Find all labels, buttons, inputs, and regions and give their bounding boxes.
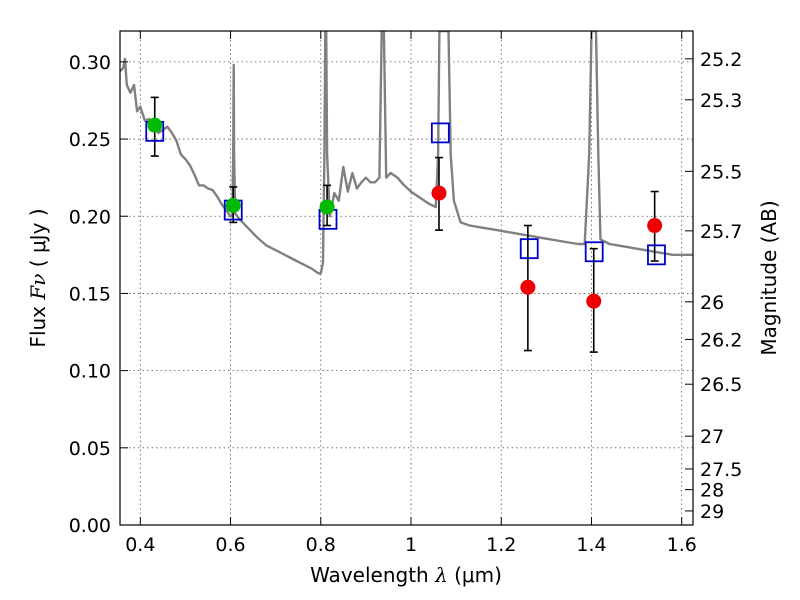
x-tick-label: 0.8: [306, 534, 336, 556]
model-flux-square: [430, 122, 450, 144]
x-tick-label: 1.6: [667, 534, 697, 556]
y-tick-label: 0.20: [69, 206, 111, 228]
x-tick-label: 0.4: [125, 534, 155, 556]
y2-tick-label: 26.5: [700, 374, 742, 396]
plot-frame: [119, 30, 694, 526]
y2-tick-label: 25.7: [700, 221, 742, 243]
observed-flux-point: [647, 218, 663, 234]
observed-flux-point: [520, 279, 536, 295]
observed-flux-point: [431, 185, 447, 201]
model-flux-square: [584, 241, 604, 263]
observed-flux-point: [319, 199, 335, 215]
x-tick-label: 1: [405, 534, 417, 556]
x-tick-label: 0.6: [215, 534, 245, 556]
y2-tick-label: 25.2: [700, 49, 742, 71]
observed-flux-point: [225, 197, 241, 213]
y2-tick-label: 27: [700, 426, 724, 448]
model-flux-square: [647, 244, 666, 266]
sed-model-layer: [120, 31, 693, 275]
grid: [120, 31, 693, 526]
y2-tick-label: 28: [700, 480, 724, 502]
x-tick-label: 1.4: [576, 534, 606, 556]
y2-tick-label: 25.3: [700, 90, 742, 112]
observed-flux-point: [586, 293, 602, 309]
x-axis-title: Wavelength λ (μm): [310, 563, 502, 587]
y2-tick-label: 25.5: [700, 161, 742, 183]
y-tick-label: 0.10: [69, 361, 111, 383]
y2-tick-label: 26.2: [700, 329, 742, 351]
observed-flux-point: [147, 117, 163, 133]
error-bars: [150, 96, 659, 353]
y2-tick-label: 29: [700, 501, 724, 523]
sed-model-line: [120, 31, 693, 275]
x-tick-label: 1.2: [486, 534, 516, 556]
y-axis-title: Flux Fν ( μJy ): [26, 208, 50, 347]
y-tick-label: 0.25: [69, 129, 111, 151]
y-tick-label: 0.00: [69, 515, 111, 537]
y2-tick-label: 27.5: [700, 459, 742, 481]
y2-tick-label: 26: [700, 292, 724, 314]
y-tick-label: 0.05: [69, 438, 111, 460]
y-tick-label: 0.30: [69, 52, 111, 74]
axis-ticks: 0.4 0.6 0.8 1 1.2 1.4 1.6 0.00 0.05 0.10 0.15 0.20 0…: [69, 31, 742, 556]
model-flux-square: [519, 238, 539, 260]
observed-flux-markers: [147, 117, 663, 309]
y-tick-label: 0.15: [69, 283, 111, 305]
y2-axis-title: Magnitude (AB): [757, 200, 781, 355]
